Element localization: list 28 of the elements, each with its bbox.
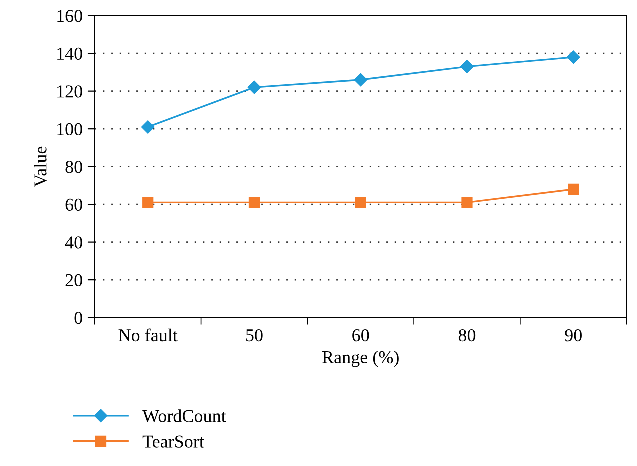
y-tick-label: 140 xyxy=(58,48,82,60)
x-tick-label: 80 xyxy=(458,329,476,342)
legend-label: TearSort xyxy=(142,436,204,448)
point xyxy=(462,197,473,208)
y-tick-label: 100 xyxy=(58,123,82,136)
point xyxy=(460,60,474,74)
x-axis-title: Range (%) xyxy=(322,350,399,368)
point xyxy=(567,50,580,64)
y-tick-label: 20 xyxy=(66,274,82,287)
point xyxy=(568,184,580,196)
x-tick-label: 60 xyxy=(352,329,370,342)
point xyxy=(142,120,155,134)
x-tick-label: 50 xyxy=(246,329,263,342)
point xyxy=(248,197,260,208)
y-tick-label: 160 xyxy=(58,10,82,22)
legend-label: WordCount xyxy=(142,410,226,422)
y-tick-label: 80 xyxy=(66,161,82,174)
point xyxy=(142,197,154,208)
y-axis-title: Value xyxy=(34,146,47,188)
point xyxy=(354,73,368,87)
point xyxy=(355,197,366,208)
x-tick-label: 90 xyxy=(565,329,582,342)
point xyxy=(248,80,262,94)
y-tick-label: 120 xyxy=(58,86,82,98)
y-tick-label: 0 xyxy=(74,312,82,324)
y-tick-label: 40 xyxy=(65,236,82,249)
y-tick-label: 60 xyxy=(66,198,82,212)
x-tick-label: No fault xyxy=(118,328,178,342)
